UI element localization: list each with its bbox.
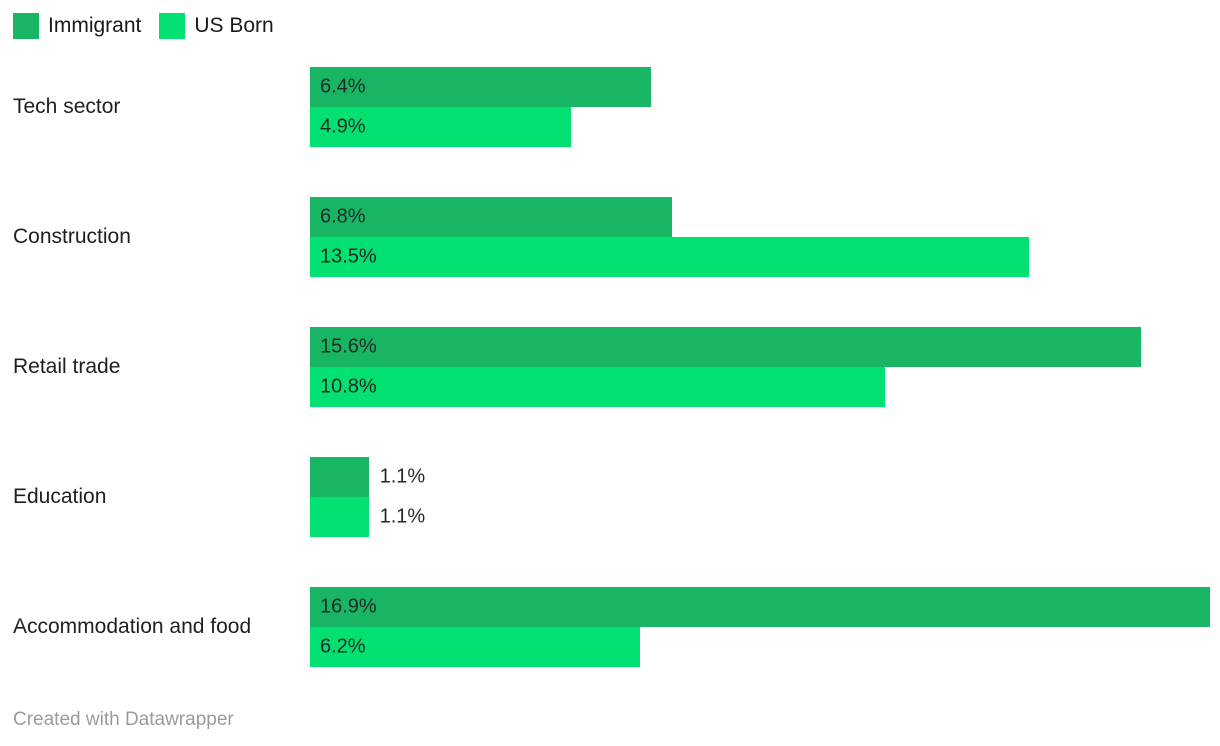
bar-pair: 1.1% 1.1%	[310, 457, 1210, 537]
bar-immigrant: 6.4%	[310, 67, 651, 107]
value-label: 6.8%	[320, 205, 366, 228]
category-group: Education 1.1% 1.1%	[0, 457, 1220, 537]
legend-item-immigrant: Immigrant	[13, 13, 141, 39]
category-label: Accommodation and food	[13, 615, 252, 638]
category-label: Retail trade	[13, 355, 121, 378]
category-label: Construction	[13, 225, 131, 248]
bar-immigrant: 1.1%	[310, 457, 425, 497]
value-label: 16.9%	[320, 595, 377, 618]
bar-us-born: 4.9%	[310, 107, 571, 147]
bar-immigrant: 15.6%	[310, 327, 1141, 367]
value-label: 15.6%	[320, 335, 377, 358]
bar-pair: 15.6% 10.8%	[310, 327, 1210, 407]
bar-pair: 6.8% 13.5%	[310, 197, 1210, 277]
category-label: Tech sector	[13, 95, 121, 118]
bar-pair: 6.4% 4.9%	[310, 67, 1210, 147]
category-group: Accommodation and food 16.9% 6.2%	[0, 587, 1220, 667]
value-label: 6.4%	[320, 75, 366, 98]
bar-us-born: 6.2%	[310, 627, 641, 667]
value-label: 6.2%	[320, 635, 366, 658]
bar-pair: 16.9% 6.2%	[310, 587, 1210, 667]
bar-immigrant: 16.9%	[310, 587, 1210, 627]
legend-label-immigrant: Immigrant	[48, 14, 142, 37]
category-group: Tech sector 6.4% 4.9%	[0, 67, 1220, 147]
value-label: 4.9%	[320, 115, 366, 138]
bar-us-born: 1.1%	[310, 497, 425, 537]
legend-label-us-born: US Born	[194, 14, 274, 37]
legend: Immigrant US Born	[13, 13, 274, 39]
value-label: 10.8%	[320, 375, 377, 398]
bar-us-born: 13.5%	[310, 237, 1029, 277]
bar-chart-plot-area: Tech sector 6.4% 4.9% Construction 6.8% 13.5%…	[0, 67, 1220, 667]
category-label: Education	[13, 485, 107, 508]
value-label: 1.1%	[379, 505, 426, 528]
bar-immigrant: 6.8%	[310, 197, 673, 237]
legend-item-us-born: US Born	[159, 13, 274, 39]
legend-swatch-immigrant	[13, 13, 39, 39]
category-group: Retail trade 15.6% 10.8%	[0, 327, 1220, 407]
legend-swatch-us-born	[159, 13, 186, 39]
bar-us-born: 10.8%	[310, 367, 886, 407]
value-label: 1.1%	[379, 465, 426, 488]
value-label: 13.5%	[320, 245, 377, 268]
category-group: Construction 6.8% 13.5%	[0, 197, 1220, 277]
attribution-text: Created with Datawrapper	[13, 709, 234, 730]
